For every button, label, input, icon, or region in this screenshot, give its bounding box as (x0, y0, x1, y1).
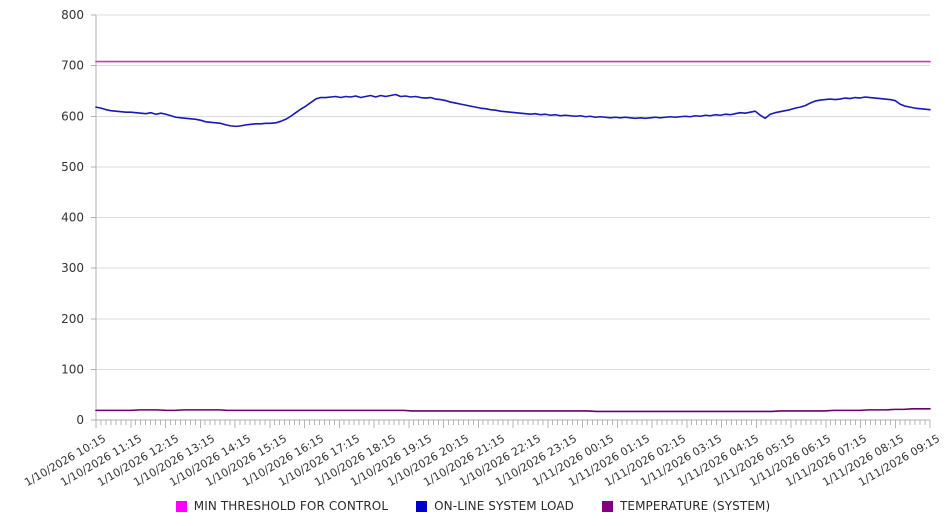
legend-label: MIN THRESHOLD FOR CONTROL (193, 499, 389, 513)
legend-entry[interactable]: ON-LINE SYSTEM LOAD (416, 499, 574, 513)
legend-entry[interactable]: TEMPERATURE (SYSTEM) (601, 499, 771, 513)
x-axis-tick-marks (95, 420, 931, 428)
legend-label: ON-LINE SYSTEM LOAD (434, 499, 574, 513)
y-axis-tick-label: 700 (61, 59, 84, 73)
legend-swatch-icon (601, 500, 613, 512)
legend-label: TEMPERATURE (SYSTEM) (619, 499, 771, 513)
y-axis-tick-label: 100 (61, 362, 84, 376)
gridlines-group (96, 14, 930, 421)
series-line (95, 408, 931, 413)
chart-legend: MIN THRESHOLD FOR CONTROL ON-LINE SYSTEM … (0, 495, 946, 517)
y-axis-tick-labels: 0 100 200 300 400 500 600 700 800 (61, 8, 96, 427)
legend-swatch-icon (175, 500, 187, 512)
y-axis-tick-label: 600 (61, 109, 84, 123)
legend-swatch-icon (416, 500, 428, 512)
y-axis-tick-label: 500 (61, 160, 84, 174)
y-axis-tick-label: 400 (61, 211, 84, 225)
y-axis-tick-label: 200 (61, 312, 84, 326)
y-axis-tick-label: 300 (61, 261, 84, 275)
y-axis-tick-label: 0 (76, 413, 84, 427)
y-axis-tick-label: 800 (61, 8, 84, 22)
series-line (95, 93, 931, 128)
series-lines-group (95, 60, 931, 413)
legend-entry[interactable]: MIN THRESHOLD FOR CONTROL (175, 499, 389, 513)
